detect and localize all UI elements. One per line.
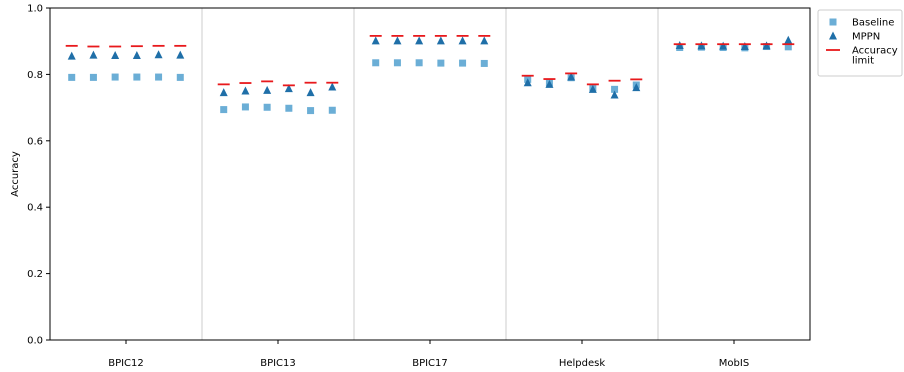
point-triangle xyxy=(132,50,141,59)
x-tick-label: BPIC12 xyxy=(108,358,144,369)
point-square xyxy=(459,59,467,67)
x-ticks: BPIC12 BPIC13 BPIC17 Helpdesk MobIS xyxy=(108,340,749,369)
x-tick-label: BPIC17 xyxy=(412,358,448,369)
legend-label: MPPN xyxy=(852,32,880,43)
y-tick-label: 0.6 xyxy=(27,136,43,147)
point-triangle xyxy=(762,41,771,50)
legend-label: Baseline xyxy=(852,18,894,29)
point-square xyxy=(68,73,76,81)
point-square xyxy=(241,103,249,111)
data-marks xyxy=(65,34,795,115)
point-triangle xyxy=(154,50,163,59)
point-triangle xyxy=(480,36,489,45)
plot-frame xyxy=(49,7,811,341)
y-axis-label: Accuracy xyxy=(10,151,21,197)
point-triangle xyxy=(111,50,120,59)
point-square xyxy=(89,73,97,81)
point-square xyxy=(393,59,401,67)
point-square xyxy=(480,59,488,67)
y-tick-label: 0.0 xyxy=(27,336,43,347)
point-triangle xyxy=(306,88,315,97)
point-square xyxy=(784,43,792,51)
y-tick-label: 1.0 xyxy=(27,4,43,15)
point-triangle xyxy=(436,36,445,45)
y-tick-label: 0.8 xyxy=(27,70,43,81)
point-triangle xyxy=(393,36,402,45)
point-triangle xyxy=(784,35,793,44)
point-triangle xyxy=(610,90,619,99)
point-square xyxy=(307,107,315,115)
point-square xyxy=(415,59,423,67)
point-square xyxy=(220,106,228,114)
legend-marker-triangle xyxy=(829,31,837,40)
point-triangle xyxy=(284,84,293,93)
legend: Baseline MPPN Accuracy limit xyxy=(817,9,903,77)
point-triangle xyxy=(263,85,272,94)
point-triangle xyxy=(697,41,706,50)
point-triangle xyxy=(740,42,749,51)
x-tick-label: Helpdesk xyxy=(559,358,606,369)
point-triangle xyxy=(545,79,554,88)
point-square xyxy=(176,73,184,81)
point-triangle xyxy=(328,82,337,91)
y-ticks: 0.0 0.2 0.4 0.6 0.8 1.0 xyxy=(27,4,50,347)
point-triangle xyxy=(719,41,728,50)
point-triangle xyxy=(219,88,228,97)
y-tick-label: 0.4 xyxy=(27,203,43,214)
point-triangle xyxy=(632,83,641,92)
point-triangle xyxy=(89,50,98,59)
point-triangle xyxy=(241,86,250,95)
point-square xyxy=(372,59,380,67)
axes xyxy=(49,7,811,341)
point-square xyxy=(133,73,141,81)
point-square xyxy=(437,59,445,67)
point-triangle xyxy=(567,72,576,81)
y-tick-label: 0.2 xyxy=(27,269,43,280)
group-separators xyxy=(201,8,659,340)
point-triangle xyxy=(588,84,597,93)
point-square xyxy=(285,104,293,112)
point-triangle xyxy=(176,50,185,59)
point-triangle xyxy=(458,36,467,45)
point-triangle xyxy=(415,36,424,45)
point-square xyxy=(111,73,119,81)
point-triangle xyxy=(523,78,532,87)
x-tick-label: BPIC13 xyxy=(260,358,296,369)
point-triangle xyxy=(371,36,380,45)
point-square xyxy=(263,103,271,111)
point-square xyxy=(155,73,163,81)
point-square xyxy=(611,85,619,93)
legend-box xyxy=(817,9,903,77)
legend-label: Accuracy limit xyxy=(852,46,898,67)
point-triangle xyxy=(67,51,76,60)
x-tick-label: MobIS xyxy=(719,358,749,369)
point-square xyxy=(328,106,336,114)
legend-marker-square xyxy=(829,18,837,26)
